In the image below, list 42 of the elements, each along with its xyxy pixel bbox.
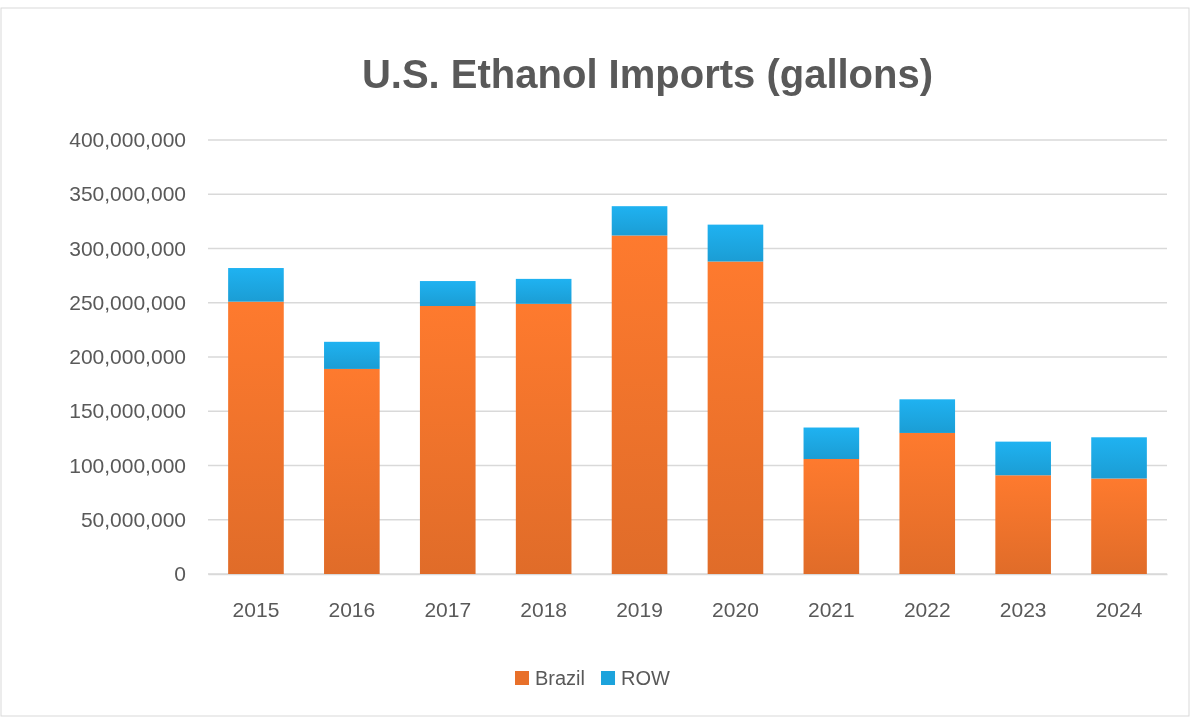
bar	[515, 278, 572, 304]
x-tick-label: 2021	[807, 597, 855, 621]
bar	[899, 399, 956, 433]
bar	[611, 235, 668, 574]
x-tick-label: 2023	[999, 597, 1047, 621]
x-tick-label: 2018	[520, 597, 568, 621]
y-tick-label: 400,000,000	[69, 128, 186, 152]
bar	[803, 427, 860, 459]
x-tick-label: 2022	[903, 597, 951, 621]
y-tick-label: 50,000,000	[80, 507, 186, 531]
bar	[1091, 437, 1147, 479]
bar	[995, 441, 1051, 476]
chart-title: U.S. Ethanol Imports (gallons)	[361, 52, 934, 96]
x-tick-label: 2020	[712, 597, 759, 621]
bar	[515, 303, 572, 574]
y-tick-label: 300,000,000	[69, 236, 186, 260]
bar	[611, 206, 668, 236]
x-tick-label: 2015	[232, 597, 280, 621]
bar	[803, 458, 860, 574]
bar	[419, 281, 476, 307]
y-tick-label: 350,000,000	[69, 182, 186, 206]
bar	[899, 432, 956, 574]
bar	[1091, 478, 1147, 574]
x-tick-label: 2016	[328, 597, 376, 621]
legend-label: ROW	[621, 667, 671, 689]
bar	[324, 341, 380, 369]
bar	[995, 475, 1051, 574]
bar	[324, 368, 380, 574]
y-tick-label: 250,000,000	[69, 290, 186, 314]
y-tick-label: 100,000,000	[69, 453, 186, 477]
bar	[228, 301, 284, 574]
x-tick-label: 2017	[424, 597, 472, 621]
legend-label: Brazil	[535, 667, 586, 689]
x-tick-label: 2019	[616, 597, 663, 621]
y-tick-label: 150,000,000	[69, 399, 186, 423]
bar	[419, 306, 476, 574]
bar	[707, 261, 764, 574]
bar	[707, 224, 764, 262]
y-tick-label: 0	[174, 562, 186, 586]
y-tick-label: 200,000,000	[69, 345, 186, 369]
x-tick-label: 2024	[1095, 597, 1143, 621]
bar	[228, 268, 284, 302]
